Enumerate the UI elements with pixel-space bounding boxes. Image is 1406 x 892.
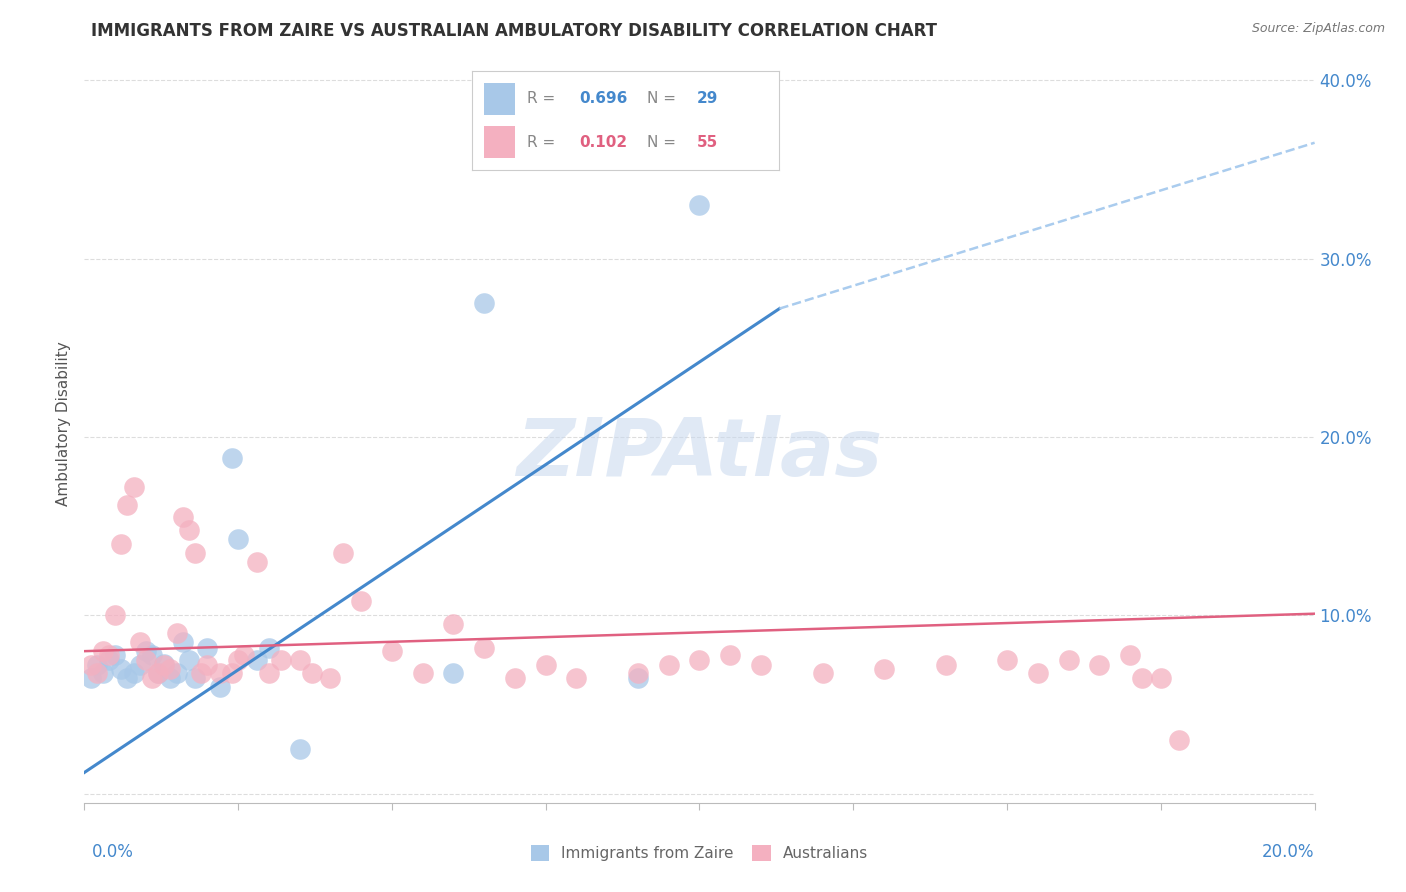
Point — [257, 640, 280, 655]
Point — [110, 537, 132, 551]
Point — [503, 671, 526, 685]
Point — [104, 608, 127, 623]
Text: Source: ZipAtlas.com: Source: ZipAtlas.com — [1251, 22, 1385, 36]
Y-axis label: Ambulatory Disability: Ambulatory Disability — [56, 342, 72, 506]
Point — [128, 635, 150, 649]
Point — [288, 653, 311, 667]
Point — [190, 665, 212, 680]
Point — [1026, 665, 1049, 680]
Point — [1130, 671, 1153, 685]
Point — [177, 653, 200, 667]
Point — [98, 648, 120, 662]
Point — [122, 480, 145, 494]
Point — [172, 510, 194, 524]
Point — [98, 653, 120, 667]
Point — [257, 665, 280, 680]
Point — [86, 658, 108, 673]
Point — [381, 644, 404, 658]
Point — [197, 658, 219, 673]
Point — [184, 671, 207, 685]
Point — [208, 680, 231, 694]
Point — [177, 523, 200, 537]
Point — [873, 662, 896, 676]
Point — [534, 658, 557, 673]
Point — [332, 546, 354, 560]
Point — [148, 665, 170, 680]
Point — [443, 617, 465, 632]
Point — [443, 665, 465, 680]
Point — [208, 665, 231, 680]
Point — [104, 648, 127, 662]
Point — [135, 644, 157, 658]
Text: 20.0%: 20.0% — [1263, 843, 1315, 861]
Point — [246, 653, 269, 667]
Point — [166, 665, 188, 680]
Point — [79, 671, 101, 685]
Point — [1057, 653, 1080, 667]
Point — [148, 665, 170, 680]
Point — [995, 653, 1018, 667]
Text: 0.0%: 0.0% — [91, 843, 134, 861]
Point — [141, 671, 163, 685]
Point — [226, 532, 249, 546]
Point — [1150, 671, 1173, 685]
Point — [79, 658, 101, 673]
Point — [117, 671, 139, 685]
Point — [472, 640, 495, 655]
Point — [122, 665, 145, 680]
Point — [412, 665, 434, 680]
Point — [565, 671, 588, 685]
Text: ZIPAtlas: ZIPAtlas — [516, 415, 883, 493]
Point — [221, 451, 243, 466]
Point — [811, 665, 834, 680]
Point — [128, 658, 150, 673]
Legend: Immigrants from Zaire, Australians: Immigrants from Zaire, Australians — [524, 839, 875, 867]
Point — [350, 594, 373, 608]
Point — [184, 546, 207, 560]
Point — [627, 671, 650, 685]
Point — [1168, 733, 1191, 747]
Point — [658, 658, 681, 673]
Point — [246, 555, 269, 569]
Point — [689, 198, 711, 212]
Point — [319, 671, 342, 685]
Point — [159, 662, 181, 676]
Point — [166, 626, 188, 640]
Point — [91, 644, 114, 658]
Point — [110, 662, 132, 676]
Point — [1088, 658, 1111, 673]
Point — [91, 665, 114, 680]
Point — [472, 296, 495, 310]
Point — [159, 671, 181, 685]
Point — [270, 653, 292, 667]
Point — [1119, 648, 1142, 662]
Point — [689, 653, 711, 667]
Point — [172, 635, 194, 649]
Point — [135, 653, 157, 667]
Point — [221, 665, 243, 680]
Point — [141, 648, 163, 662]
Point — [301, 665, 323, 680]
Point — [86, 665, 108, 680]
Point — [233, 648, 256, 662]
Point — [627, 665, 650, 680]
Point — [153, 657, 176, 671]
Point — [226, 653, 249, 667]
Point — [288, 742, 311, 756]
Text: IMMIGRANTS FROM ZAIRE VS AUSTRALIAN AMBULATORY DISABILITY CORRELATION CHART: IMMIGRANTS FROM ZAIRE VS AUSTRALIAN AMBU… — [91, 22, 938, 40]
Point — [117, 498, 139, 512]
Point — [935, 658, 957, 673]
Point — [749, 658, 772, 673]
Point — [718, 648, 741, 662]
Point — [153, 658, 176, 673]
Point — [197, 640, 219, 655]
